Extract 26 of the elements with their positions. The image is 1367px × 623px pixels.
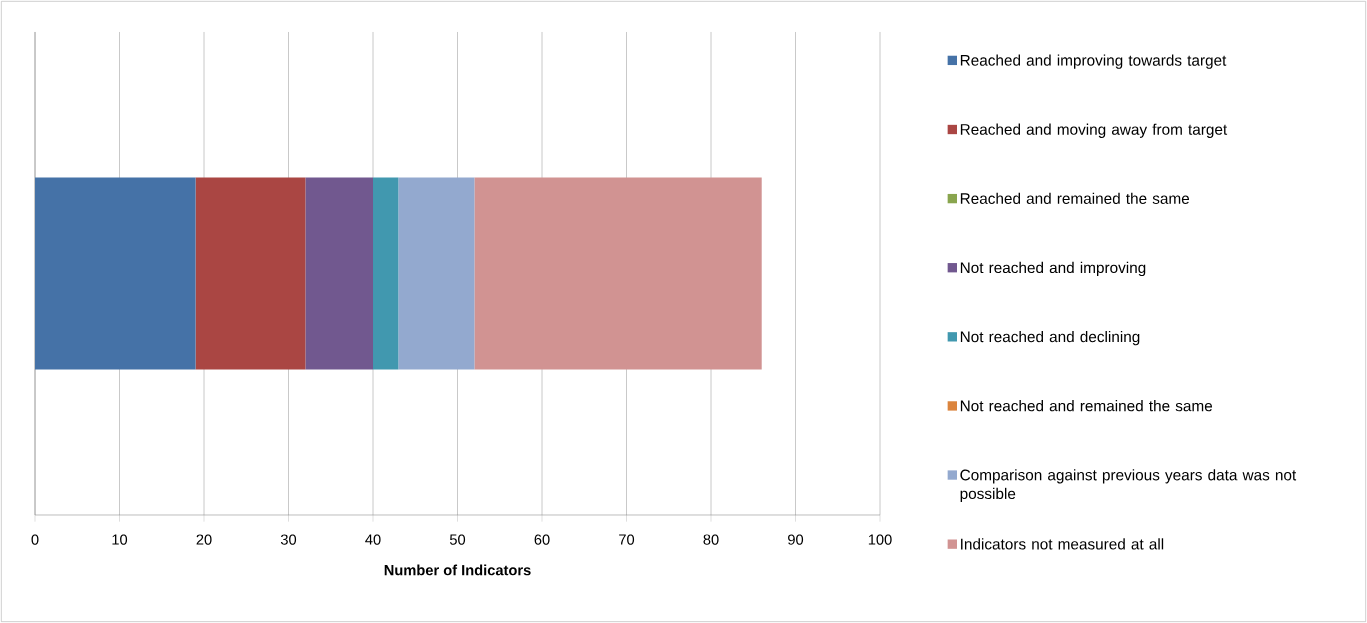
- bar: [474, 177, 762, 370]
- bar: [35, 177, 196, 370]
- x-tick-label: 90: [788, 534, 804, 545]
- bar: [305, 177, 374, 370]
- legend-label: Not reached and remained the same: [960, 400, 1213, 412]
- x-tick-label: 40: [365, 534, 381, 545]
- legend-label: Reached and remained the same: [960, 192, 1190, 204]
- x-tick-label: 80: [703, 534, 719, 545]
- bar: [373, 177, 399, 370]
- x-tick-label: 30: [280, 534, 297, 545]
- legend-label: Comparison against previous years data was not possible: [960, 469, 1297, 503]
- bar: [398, 177, 475, 370]
- legend-label: Not reached and improving: [960, 261, 1146, 277]
- x-tick-label: 60: [534, 534, 550, 545]
- x-tick-label: 100: [868, 534, 892, 545]
- legend-label: Indicators not measured at all: [961, 538, 1164, 550]
- legend-label: Not reached and declining: [960, 330, 1140, 346]
- legend-label: Reached and moving away from target: [960, 123, 1228, 138]
- x-tick-label: 50: [449, 534, 466, 545]
- x-axis-title: Number of Indicators: [384, 564, 531, 576]
- x-tick-label: 20: [196, 534, 212, 545]
- bar: [195, 177, 306, 370]
- x-tick-label: 10: [112, 534, 128, 545]
- legend-label: Reached and improving towards target: [960, 54, 1227, 69]
- x-tick-label: 70: [619, 534, 635, 545]
- x-tick-label: 0: [31, 534, 39, 545]
